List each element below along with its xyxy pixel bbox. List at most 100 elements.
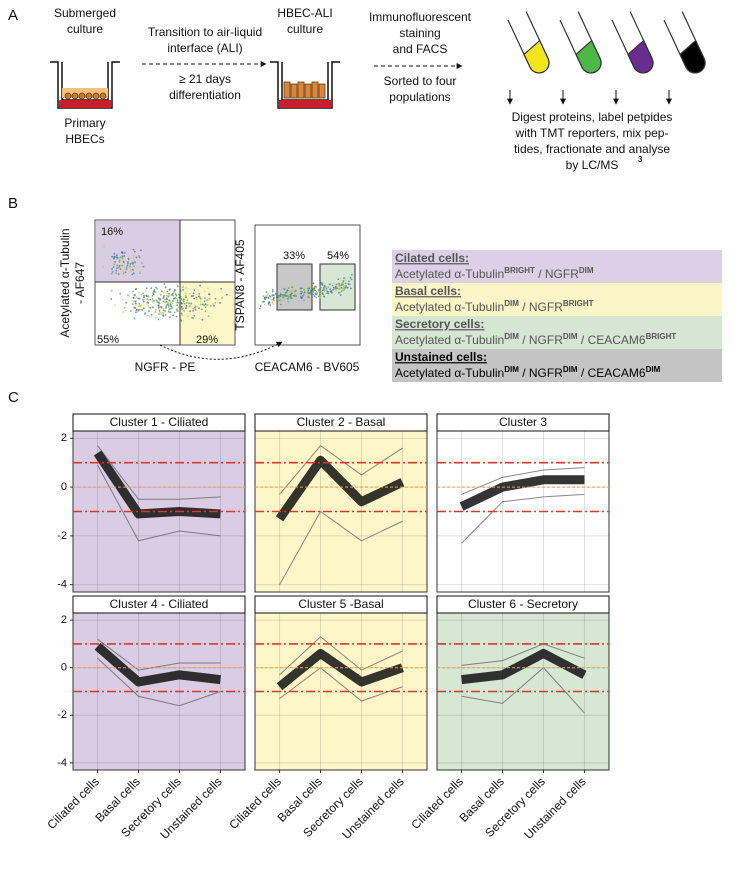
flow-dot bbox=[338, 291, 341, 294]
flow-dot bbox=[289, 291, 291, 294]
flow-dot bbox=[123, 306, 126, 309]
flow-dot bbox=[289, 285, 291, 288]
flow-dot bbox=[201, 308, 203, 311]
flow-dot bbox=[169, 294, 171, 297]
flow-dot bbox=[308, 287, 311, 290]
y-tick-label: 2 bbox=[61, 432, 67, 444]
profile-range bbox=[461, 467, 585, 495]
flow-dot bbox=[144, 312, 147, 314]
flow-dot bbox=[117, 267, 120, 270]
flow-dot bbox=[167, 309, 170, 312]
flow-dot bbox=[293, 294, 295, 297]
flow-dot bbox=[206, 304, 209, 306]
flow-dot bbox=[134, 300, 137, 303]
caption-line: ≥ 21 days bbox=[179, 72, 231, 86]
flow-dot bbox=[164, 314, 167, 316]
flow-dot bbox=[184, 294, 187, 297]
profile-range bbox=[279, 444, 403, 495]
marker-level: DIM bbox=[579, 266, 594, 275]
flow-dot bbox=[143, 298, 146, 301]
flow-dot bbox=[167, 304, 170, 306]
profile-range bbox=[97, 638, 221, 671]
strip bbox=[254, 595, 428, 614]
flow-dot bbox=[154, 317, 157, 319]
flow-dot bbox=[301, 297, 303, 299]
flow-dot bbox=[131, 303, 134, 305]
flow-dot bbox=[267, 292, 270, 295]
flow-dot bbox=[102, 266, 104, 268]
panel-title: Cluster 3 bbox=[499, 415, 547, 429]
flow-dot bbox=[114, 304, 116, 307]
flow-dot bbox=[159, 311, 161, 314]
panel-label: B bbox=[8, 195, 18, 212]
flow-dot bbox=[134, 261, 137, 263]
axis-label: NGFR - PE bbox=[135, 360, 196, 374]
flow-dot bbox=[337, 285, 340, 288]
flow-dot bbox=[134, 288, 137, 291]
flow-dot bbox=[309, 285, 311, 288]
flow-dot bbox=[193, 314, 196, 317]
flow-dot bbox=[153, 291, 156, 293]
flow-dot bbox=[117, 257, 119, 259]
flow-dot bbox=[183, 310, 186, 312]
flow-dot bbox=[175, 297, 178, 300]
flow-dot bbox=[279, 299, 282, 302]
flow-dot bbox=[279, 293, 282, 296]
flow-dot bbox=[136, 311, 139, 313]
flow-dot bbox=[180, 312, 183, 315]
gate-percent: 54% bbox=[327, 250, 349, 262]
flow-dot bbox=[132, 296, 135, 299]
legend-row bbox=[392, 250, 722, 283]
flow-dot bbox=[123, 255, 126, 257]
legend-heading: Cilated cells: bbox=[395, 251, 469, 265]
caption-line: interface (ALI) bbox=[167, 41, 242, 55]
flow-dot bbox=[138, 297, 141, 300]
axis-label: TSPAN8 - AF405 bbox=[233, 239, 247, 330]
flow-dot bbox=[335, 283, 338, 286]
flow-dot bbox=[132, 272, 135, 274]
flow-dot bbox=[178, 302, 180, 304]
flow-dot bbox=[278, 287, 281, 290]
flow-dot bbox=[331, 284, 334, 287]
flow-dot bbox=[203, 290, 206, 293]
flow-dot bbox=[300, 290, 302, 293]
flow-dot bbox=[145, 295, 148, 297]
y-tick-label: 0 bbox=[61, 662, 67, 674]
flow-dot bbox=[161, 290, 163, 293]
flow-dot bbox=[198, 307, 200, 309]
flow-dot bbox=[262, 295, 265, 297]
profile-line bbox=[459, 475, 585, 511]
flow-dot bbox=[154, 309, 157, 311]
flow-dot bbox=[303, 291, 306, 294]
flow-dot bbox=[132, 261, 134, 263]
flow-dot bbox=[136, 308, 139, 311]
panel-title: Cluster 5 -Basal bbox=[298, 597, 383, 611]
flow-dot bbox=[302, 295, 304, 297]
marker-level: DIM bbox=[504, 299, 519, 308]
flow-dot bbox=[173, 311, 176, 314]
flow-dot bbox=[308, 296, 311, 299]
flow-dot bbox=[264, 303, 266, 306]
flow-dot bbox=[191, 316, 193, 319]
flow-dot bbox=[124, 271, 127, 274]
flow-dot bbox=[282, 294, 284, 297]
flow-dot bbox=[278, 296, 280, 298]
y-tick-label: -2 bbox=[57, 530, 67, 542]
flow-dot bbox=[188, 302, 191, 305]
flow-dot bbox=[328, 283, 331, 286]
flow-dot bbox=[147, 295, 150, 298]
flow-dot bbox=[133, 254, 135, 257]
flow-dot bbox=[343, 287, 345, 289]
flow-dot bbox=[263, 300, 265, 303]
marker-level: BRIGHT bbox=[646, 332, 677, 341]
flow-dot bbox=[340, 286, 343, 289]
flow-dot bbox=[303, 299, 305, 301]
marker-name: Acetylated α-Tubulin bbox=[395, 366, 504, 380]
x-tick-label: Ciliated cells bbox=[44, 774, 102, 832]
flow-dot bbox=[268, 294, 271, 297]
flow-dot bbox=[220, 287, 223, 290]
flow-dot bbox=[319, 292, 322, 295]
flow-dot bbox=[167, 295, 170, 298]
flow-dot bbox=[201, 318, 204, 321]
flow-dot bbox=[267, 296, 270, 299]
